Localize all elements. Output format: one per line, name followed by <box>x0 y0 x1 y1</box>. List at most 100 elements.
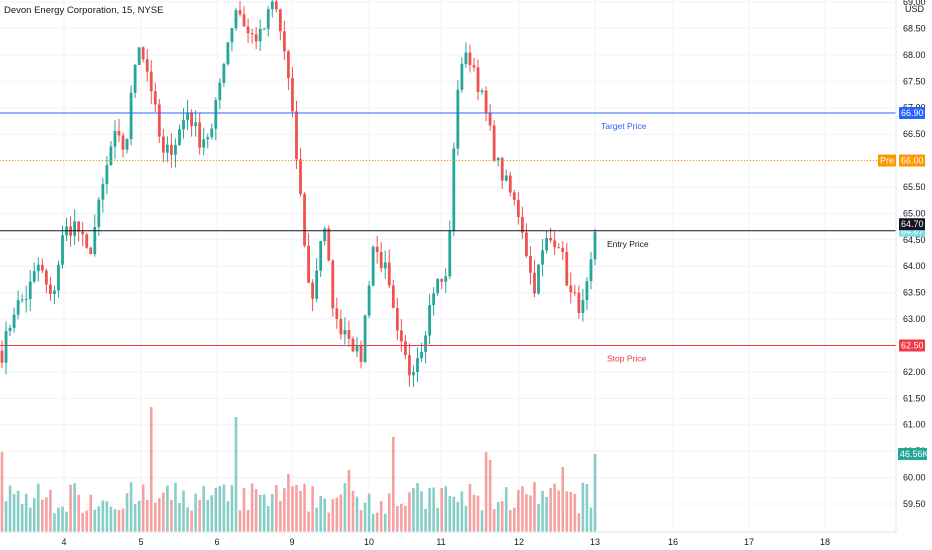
volume-bar <box>545 496 548 532</box>
candle-body <box>549 238 553 241</box>
candle-body <box>537 264 540 294</box>
volume-bar <box>226 501 230 532</box>
x-tick-label: 5 <box>138 537 143 547</box>
chart-title: Devon Energy Corporation, 15, NYSE <box>4 5 163 16</box>
volume-bar <box>359 510 363 532</box>
candle-body <box>476 67 480 92</box>
y-tick-label: 62.00 <box>903 367 926 377</box>
volume-bar <box>101 500 105 532</box>
volume-bar <box>335 497 339 532</box>
candle-body <box>327 228 331 261</box>
volume-bar <box>319 496 322 532</box>
time-axis[interactable]: 4 5 6 9 10 11 12 13 16 17 18 <box>61 537 830 547</box>
candle-body <box>460 63 464 90</box>
volume-bar <box>287 474 290 532</box>
volume-bar <box>541 490 544 532</box>
candle-body <box>145 59 149 72</box>
candle-body <box>53 290 56 295</box>
candle-body <box>170 144 173 155</box>
candle-body <box>359 345 363 362</box>
candle-body <box>496 157 500 161</box>
candle-body <box>484 90 488 113</box>
volume-bar <box>533 482 536 532</box>
volume-bar <box>24 493 28 532</box>
volume-bar <box>125 493 129 532</box>
volume-bar <box>214 487 218 532</box>
candle-body <box>182 119 185 130</box>
volume-bar <box>158 498 161 532</box>
volume-bar <box>593 454 597 532</box>
candle-body <box>194 122 198 127</box>
candle-body <box>299 159 302 195</box>
volume-bar <box>428 487 431 532</box>
candle-body <box>218 82 222 101</box>
candle-body <box>97 199 101 228</box>
y-tick-label: 59.50 <box>903 499 926 509</box>
candle-body <box>504 175 508 181</box>
candle-body <box>383 262 387 269</box>
candle-body <box>307 245 310 283</box>
volume-bar <box>210 495 214 532</box>
volume-bar <box>202 486 206 532</box>
candle-body <box>331 260 335 309</box>
volume-bar <box>517 489 520 532</box>
volume-bar <box>444 486 448 532</box>
candle-body <box>525 232 528 257</box>
candle-body <box>113 131 117 147</box>
currency-label: USD <box>905 4 925 14</box>
candle-body <box>226 42 230 65</box>
volume-bar <box>508 510 512 532</box>
candle-body <box>202 139 206 148</box>
candle-body <box>367 285 371 316</box>
candle-body <box>242 14 246 27</box>
x-tick-label: 9 <box>289 537 294 547</box>
candle-body <box>452 148 456 232</box>
volume-bar <box>424 508 427 532</box>
candle-body <box>520 217 524 233</box>
y-tick-label: 65.50 <box>903 182 926 192</box>
volume-bar <box>577 513 581 532</box>
volume-bar <box>77 494 80 532</box>
volume-bar <box>472 494 476 532</box>
candle-body <box>44 270 48 285</box>
volume-bar <box>299 490 302 532</box>
volume-bar <box>149 407 153 532</box>
volume-bar <box>198 499 201 532</box>
volume-bar <box>121 508 125 532</box>
candle-body <box>500 157 504 181</box>
candle-body <box>40 264 44 271</box>
candle-body <box>210 128 214 138</box>
volume-bar <box>162 492 165 532</box>
volume-bar <box>153 502 157 532</box>
x-tick-label: 6 <box>214 537 219 547</box>
volume-bar <box>250 483 254 532</box>
candle-body <box>77 221 81 232</box>
volume-bar <box>0 452 4 532</box>
candle-body <box>412 372 415 376</box>
candle-body <box>355 345 359 352</box>
volume-bar <box>238 510 242 532</box>
candle-body <box>404 341 407 356</box>
candle-body <box>408 355 411 376</box>
volume-bar <box>37 483 40 532</box>
candle-body <box>28 281 32 299</box>
volume-bar <box>347 470 351 532</box>
candle-body <box>315 270 319 299</box>
volume-bar <box>488 460 492 532</box>
volume-bar <box>557 490 560 532</box>
volume-bar <box>327 512 331 532</box>
volume-bar <box>182 490 185 532</box>
volume-bar <box>391 437 395 532</box>
volume-bar <box>339 494 343 532</box>
candle-body <box>85 234 89 248</box>
volume-bar <box>246 509 250 532</box>
candle-body <box>593 231 597 260</box>
candle-body <box>186 112 189 120</box>
volume-bar <box>553 483 556 532</box>
candle-body <box>32 271 36 282</box>
level-tag-value: 62.50 <box>901 340 924 350</box>
volume-bar <box>170 499 173 532</box>
y-tick-label: 63.50 <box>903 288 926 298</box>
volume-bar <box>440 488 444 532</box>
